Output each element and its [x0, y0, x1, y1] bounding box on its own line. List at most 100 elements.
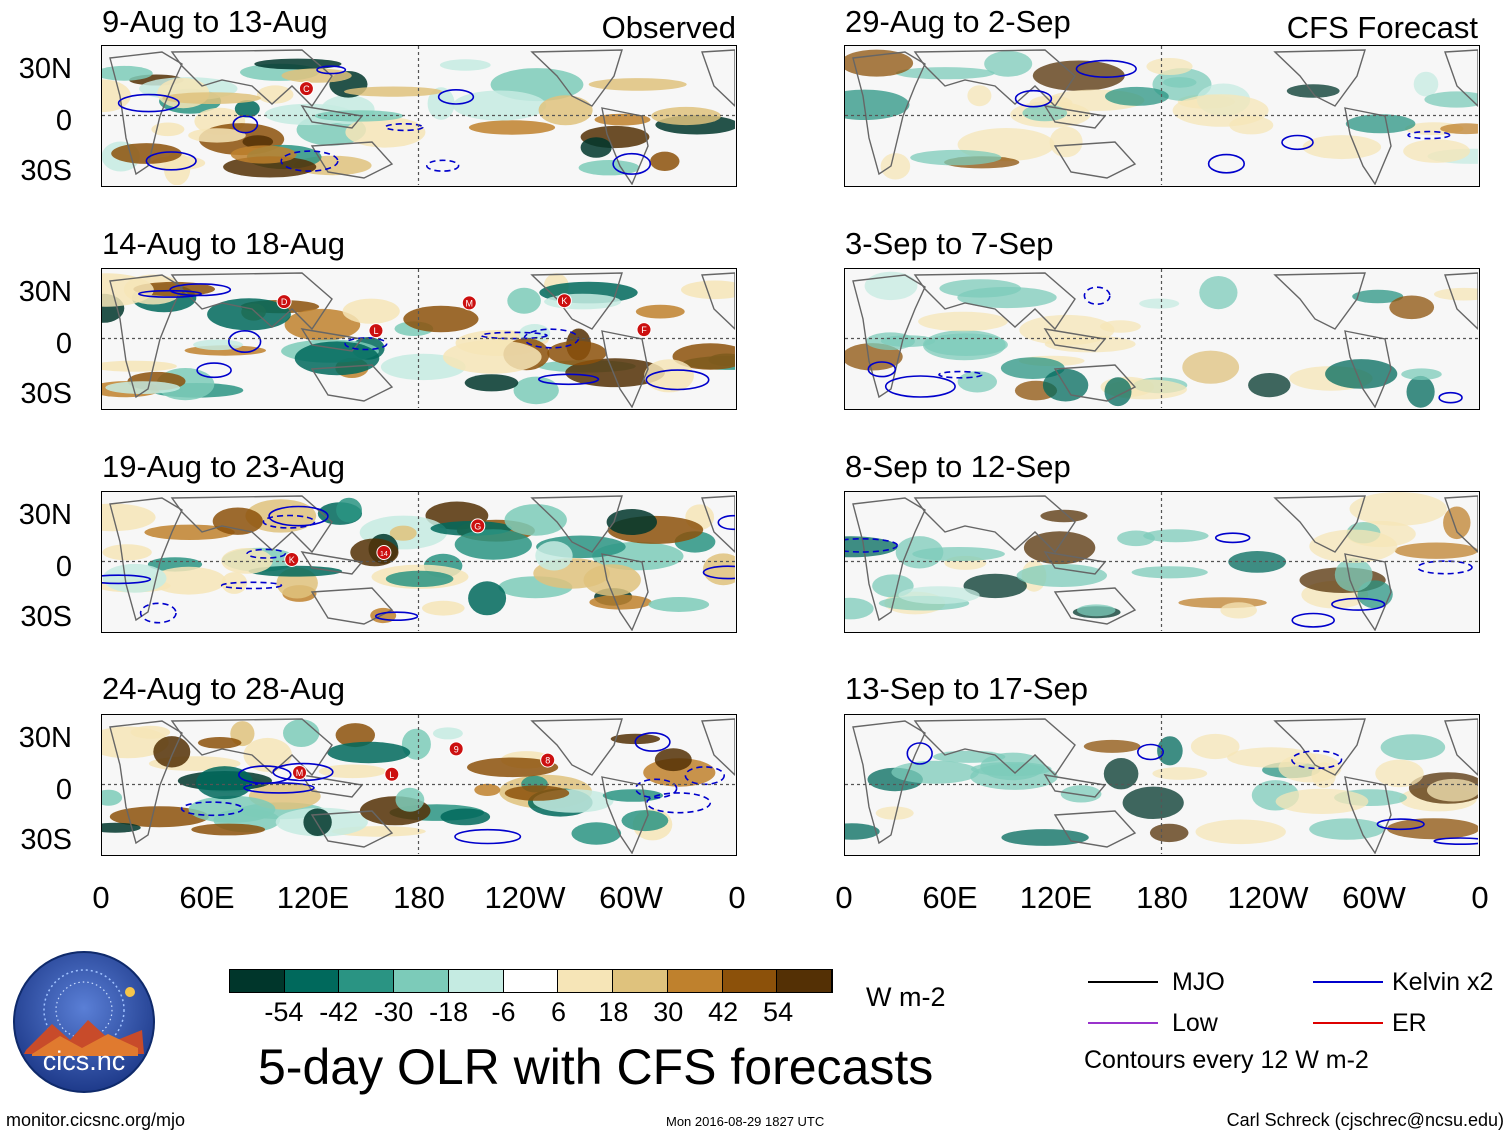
footer-timestamp: Mon 2016-08-29 1827 UTC [666, 1114, 825, 1129]
olr-anomaly-blob [1413, 71, 1439, 97]
map-panel-forecast-2 [844, 268, 1480, 410]
kelvin-contour [1136, 743, 1164, 761]
olr-anomaly-blob [1334, 558, 1373, 592]
colorbar-swatch [667, 970, 723, 992]
olr-anomaly-blob [1220, 602, 1257, 619]
olr-anomaly-blob [1172, 94, 1269, 127]
olr-anomaly-blob [153, 736, 191, 768]
kelvin-contour [232, 115, 259, 134]
olr-anomaly-blob [606, 509, 657, 535]
lat-label: 0 [55, 105, 72, 137]
olr-anomaly-blob [452, 90, 547, 121]
olr-anomaly-blob [1325, 359, 1398, 389]
olr-anomaly-blob [1040, 509, 1088, 523]
forecast-tag: CFS Forecast [1286, 10, 1478, 45]
kelvin-contour [717, 514, 735, 531]
olr-anomaly-blob [1076, 604, 1116, 617]
olr-anomaly-blob [1227, 747, 1317, 768]
olr-anomaly-blob [130, 725, 171, 739]
lat-label: 30N [18, 276, 72, 308]
lon-label: 120W [1227, 880, 1309, 915]
kelvin-contour [1075, 59, 1137, 78]
olr-anomaly-blob [284, 308, 361, 341]
olr-anomaly-blob [439, 59, 491, 71]
olr-anomaly-blob [395, 787, 425, 812]
storm-marker: K [556, 293, 572, 309]
kelvin-contour [280, 150, 339, 172]
kelvin-contour [1417, 560, 1473, 575]
kelvin-contour [538, 373, 600, 386]
kelvin-contour [1291, 750, 1343, 770]
kelvin-contour [480, 331, 548, 340]
olr-anomaly-blob [507, 287, 541, 314]
olr-anomaly-blob [544, 293, 622, 310]
svg-text:C: C [303, 84, 310, 94]
olr-anomaly-blob [1139, 298, 1180, 309]
continent-outline [1273, 272, 1366, 330]
continent-outline [913, 718, 1076, 777]
footer-url[interactable]: monitor.cicsnc.org/mjo [6, 1110, 186, 1130]
kelvin-contour [437, 89, 475, 105]
colorbar-swatch [613, 970, 668, 992]
olr-anomaly-blob [403, 305, 479, 333]
olr-anomaly-blob [970, 763, 1058, 790]
olr-anomaly-blob [845, 89, 910, 120]
lon-label: 180 [393, 880, 445, 915]
panel-title-observed-1: 9-Aug to 13-Aug [102, 4, 328, 39]
kelvin-contour [1214, 532, 1251, 544]
kelvin-contour [454, 828, 522, 845]
olr-anomaly-blob [467, 757, 559, 778]
map-panel-observed-2: D L M K F [101, 268, 737, 410]
panel-title-forecast-1: 29-Aug to 2-Sep [845, 4, 1071, 39]
olr-anomaly-blob [207, 298, 291, 331]
continent-outline [1043, 328, 1107, 352]
olr-anomaly-blob [1149, 823, 1189, 843]
continent-outline [1344, 776, 1392, 854]
svg-text:L: L [389, 770, 394, 780]
olr-anomaly-blob [644, 359, 694, 393]
kelvin-contour [169, 283, 232, 297]
olr-anomaly-blob [432, 727, 463, 740]
svg-text:G: G [474, 521, 481, 531]
continent-outline [1444, 495, 1478, 553]
olr-anomaly-blob [1275, 788, 1369, 814]
kelvin-contour [634, 732, 671, 752]
legend-mjo-line [1088, 981, 1158, 983]
lat-label: 0 [55, 774, 72, 806]
olr-anomaly-blob [1394, 542, 1478, 559]
olr-anomaly-blob [468, 581, 507, 616]
olr-anomaly-blob [1248, 373, 1291, 398]
olr-anomaly-blob [1403, 139, 1470, 163]
kelvin-contour [180, 801, 244, 817]
continent-outline [852, 51, 926, 176]
colorbar-swatch [777, 970, 833, 992]
olr-anomaly-blob [891, 760, 979, 784]
olr-anomaly-blob [474, 783, 501, 796]
kelvin-contour [1281, 134, 1314, 151]
continent-outline [530, 272, 623, 330]
olr-anomaly-blob [105, 381, 180, 394]
svg-text:F: F [641, 325, 647, 335]
olr-anomaly-blob [1143, 529, 1209, 543]
svg-text:K: K [289, 555, 295, 565]
olr-anomaly-blob [895, 536, 944, 569]
svg-text:M: M [296, 768, 304, 778]
olr-anomaly-blob [151, 122, 185, 137]
olr-anomaly-blob [1103, 758, 1139, 790]
olr-anomaly-blob [151, 566, 226, 595]
logo-text: cics.nc [42, 1046, 126, 1076]
kelvin-contour [117, 93, 180, 113]
storm-marker: D [276, 294, 292, 310]
lat-label: 0 [55, 551, 72, 583]
continent-outline [1444, 718, 1478, 776]
kelvin-contour [220, 581, 283, 590]
legend-kelvin-label: Kelvin x2 [1392, 968, 1494, 996]
olr-anomaly-blob [1434, 287, 1478, 301]
olr-anomaly-blob [464, 374, 519, 392]
kelvin-contour [139, 602, 177, 624]
olr-anomaly-blob [648, 597, 710, 612]
olr-anomaly-blob [342, 298, 400, 324]
olr-anomaly-blob [254, 58, 342, 70]
olr-anomaly-blob [865, 332, 915, 350]
kelvin-contour [1331, 597, 1386, 611]
